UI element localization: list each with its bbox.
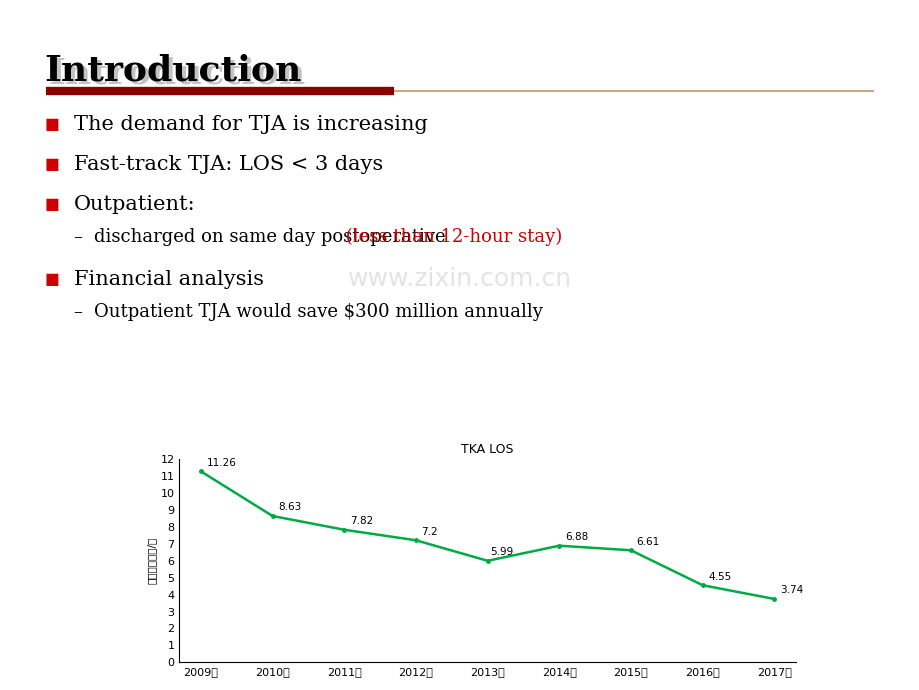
Text: ■: ■ xyxy=(44,197,59,212)
Text: Introduction: Introduction xyxy=(44,54,301,88)
Text: 7.82: 7.82 xyxy=(349,516,372,526)
Text: 6.88: 6.88 xyxy=(564,532,587,542)
Text: 7.2: 7.2 xyxy=(421,526,437,537)
Text: ■: ■ xyxy=(44,117,59,132)
Text: discharged on same day postoperative: discharged on same day postoperative xyxy=(94,228,445,246)
Text: –: – xyxy=(74,303,83,321)
Text: Outpatient TJA would save $300 million annually: Outpatient TJA would save $300 million a… xyxy=(94,303,542,321)
Text: Outpatient:: Outpatient: xyxy=(74,195,195,214)
Text: Financial analysis: Financial analysis xyxy=(74,270,264,289)
Text: 6.61: 6.61 xyxy=(636,537,659,546)
Text: 8.63: 8.63 xyxy=(278,502,301,513)
Text: The demand for TJA is increasing: The demand for TJA is increasing xyxy=(74,115,427,134)
Text: (less than 12-hour stay): (less than 12-hour stay) xyxy=(340,228,562,246)
Text: 5.99: 5.99 xyxy=(490,547,513,558)
Text: www.zixin.com.cn: www.zixin.com.cn xyxy=(347,268,572,291)
Title: TKA LOS: TKA LOS xyxy=(460,443,514,456)
Text: 3.74: 3.74 xyxy=(779,585,802,595)
Text: 4.55: 4.55 xyxy=(708,572,731,582)
Text: Introduction: Introduction xyxy=(48,57,305,90)
Text: 11.26: 11.26 xyxy=(206,458,236,468)
Text: ■: ■ xyxy=(44,272,59,287)
Text: –: – xyxy=(74,228,83,246)
Text: Fast-track TJA: LOS < 3 days: Fast-track TJA: LOS < 3 days xyxy=(74,155,382,174)
Text: ■: ■ xyxy=(44,157,59,172)
Y-axis label: 术后住院时间/天: 术后住院时间/天 xyxy=(146,537,156,584)
